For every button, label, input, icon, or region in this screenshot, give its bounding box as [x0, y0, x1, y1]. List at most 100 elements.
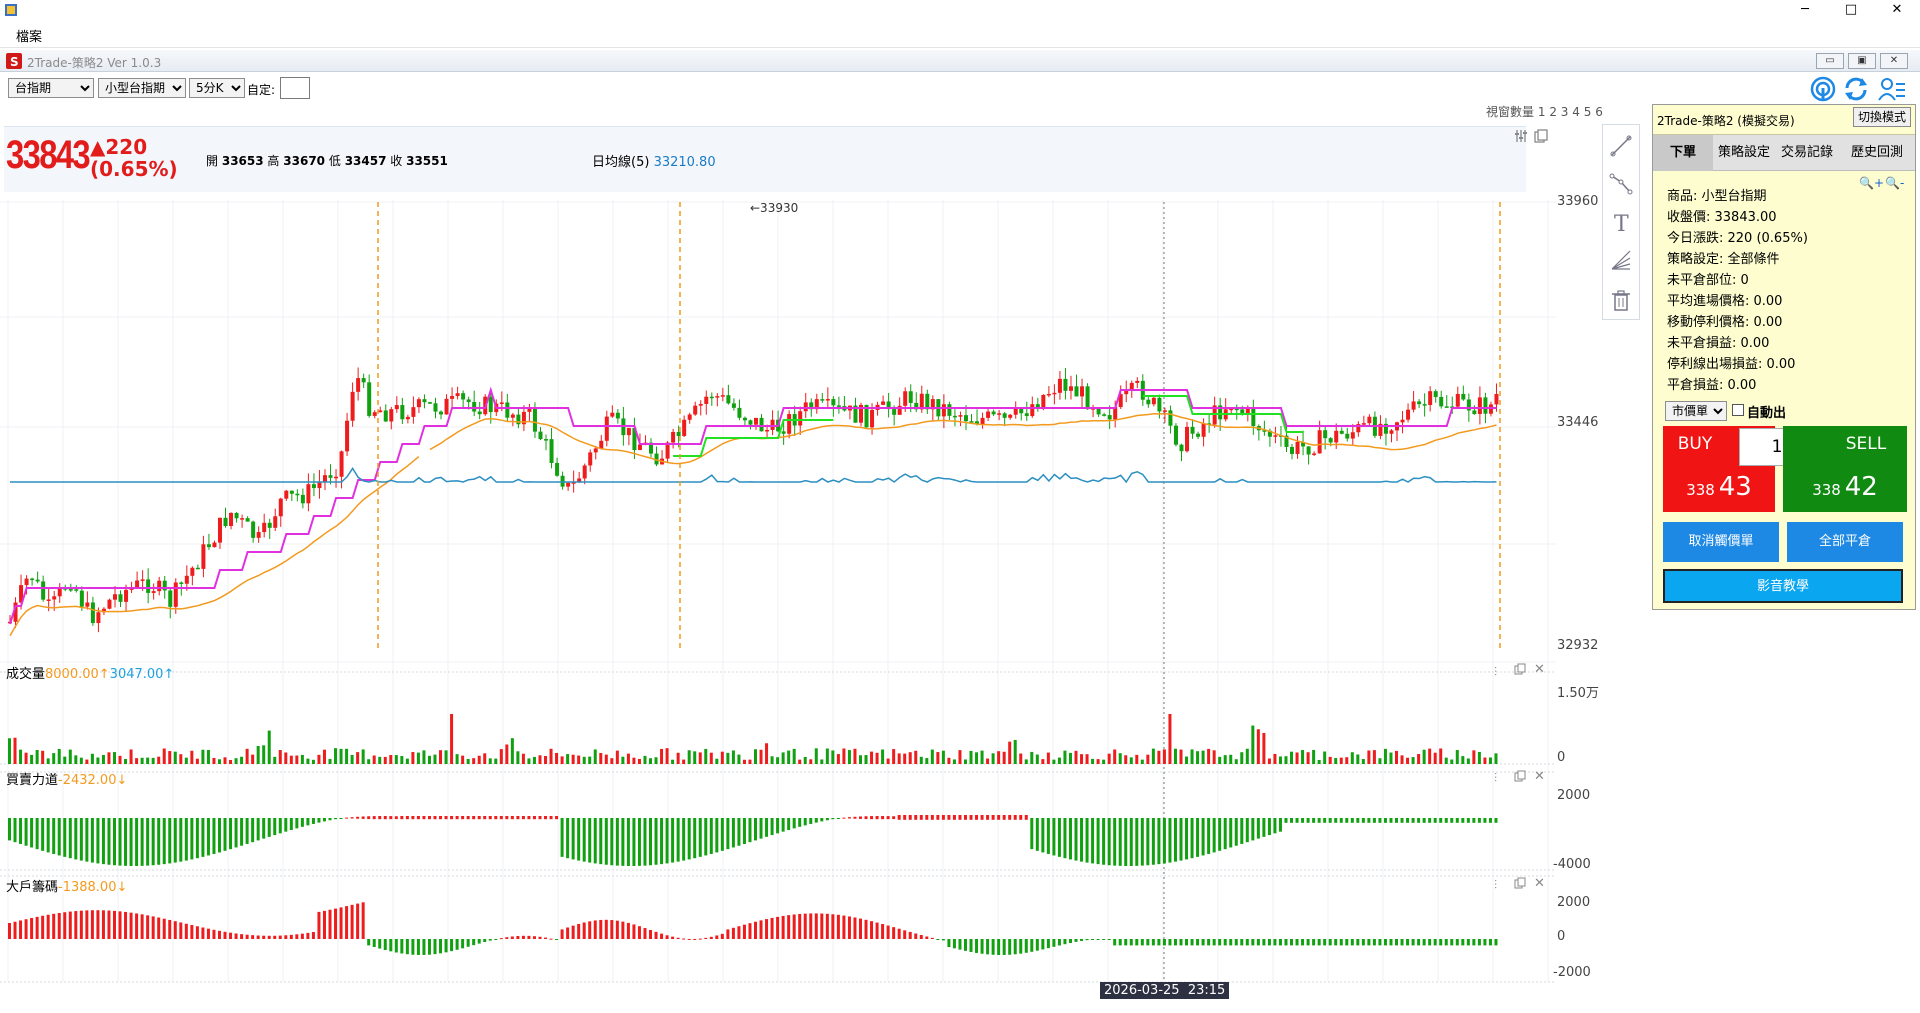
market-select[interactable]: 台指期	[8, 78, 94, 98]
minimize-button[interactable]: ─	[1801, 2, 1809, 17]
chips-bar	[969, 939, 973, 952]
quote-info-strip: 33843 ▲220 (0.65%) 開 33653 高 33670 低 334…	[4, 126, 1548, 192]
volume-copy-icon[interactable]	[1514, 663, 1526, 675]
volume-bar	[897, 753, 901, 764]
refresh-icon[interactable]	[1843, 76, 1869, 102]
text-tool-icon[interactable]: T	[1603, 204, 1639, 240]
tab-order[interactable]: 下單	[1653, 135, 1713, 171]
product-select[interactable]: 小型台指期	[98, 78, 186, 98]
maximize-button[interactable]: □	[1844, 2, 1858, 17]
volume-bar	[444, 750, 448, 764]
video-tutorial-button[interactable]: 影音教學	[1663, 569, 1903, 603]
volume-bar	[201, 749, 205, 764]
chips-bar	[112, 910, 116, 939]
candle-body	[1301, 441, 1306, 447]
candle-body	[858, 404, 863, 423]
volume-bar	[1196, 751, 1200, 764]
volume-bar	[671, 759, 675, 764]
candle-body	[1494, 394, 1499, 405]
force-bar	[461, 816, 465, 820]
ohlc-readout: 開 33653 高 33670 低 33457 收 33551	[206, 152, 448, 169]
peak-price-label: ←33930	[750, 201, 799, 215]
window-count-3[interactable]: 3	[1560, 105, 1569, 119]
force-bar	[709, 818, 713, 854]
order-type-select[interactable]: 市價單	[1665, 401, 1727, 421]
sell-button[interactable]: SELL 338 42	[1783, 426, 1907, 512]
candle-body	[1367, 416, 1372, 424]
force-bar	[742, 818, 746, 844]
chips-settings-icon[interactable]: ⫶	[1494, 878, 1498, 892]
fan-tool-icon[interactable]	[1603, 242, 1639, 278]
chart-copy-icon[interactable]	[1534, 129, 1548, 143]
force-bar	[1234, 818, 1238, 846]
chips-close-icon[interactable]: ✕	[1534, 876, 1545, 891]
child-close-button[interactable]: ✕	[1880, 53, 1908, 69]
trash-icon[interactable]	[1603, 282, 1639, 318]
chips-bar	[1494, 939, 1498, 946]
chips-bar	[693, 938, 697, 940]
chart-settings-icon[interactable]	[1514, 129, 1528, 143]
tab-backtest[interactable]: 歷史回測	[1850, 145, 1903, 160]
candle-body	[251, 521, 256, 538]
window-count-6[interactable]: 6	[1595, 105, 1603, 119]
volume-bar	[997, 751, 1001, 764]
chips-bar	[251, 935, 255, 939]
chips-copy-icon[interactable]	[1514, 877, 1526, 889]
force-bar	[1013, 815, 1017, 820]
window-count-1[interactable]: 1	[1537, 105, 1546, 119]
ma-label: 日均線(5)	[592, 155, 650, 170]
candle-body	[864, 404, 869, 428]
volume-settings-icon[interactable]: ⫶	[1494, 665, 1498, 679]
cancel-trigger-button[interactable]: 取消觸價單	[1663, 522, 1779, 562]
force-settings-icon[interactable]: ⫶	[1494, 771, 1498, 785]
volume-bar	[273, 756, 277, 764]
candle-body	[925, 393, 930, 410]
force-bar	[847, 817, 851, 819]
signal-icon[interactable]	[1810, 76, 1836, 102]
volume-bar	[1450, 759, 1454, 764]
tab-trade-records[interactable]: 交易記錄	[1780, 145, 1833, 160]
trendline-tool-icon[interactable]	[1603, 128, 1639, 164]
force-bar	[190, 818, 194, 860]
zoom-in-icon[interactable]: 🔍+	[1859, 176, 1884, 190]
custom-period-input[interactable]	[280, 77, 310, 99]
volume-bar	[1063, 750, 1067, 764]
menu-file[interactable]: 檔案	[16, 30, 43, 45]
force-bar	[952, 815, 956, 820]
user-list-icon[interactable]	[1878, 76, 1906, 102]
volume-bar	[615, 750, 619, 764]
force-bar	[731, 818, 735, 848]
window-count-4[interactable]: 4	[1572, 105, 1580, 119]
window-count-2[interactable]: 2	[1549, 105, 1557, 119]
candle-body	[1317, 430, 1322, 454]
auto-exit-checkbox[interactable]	[1732, 404, 1744, 416]
volume-pane-header: 成交量8000.00↑3047.00↑	[6, 663, 174, 682]
chips-bar	[1395, 939, 1399, 946]
volume-bar	[621, 756, 625, 764]
volume-bar	[146, 757, 150, 764]
period-select[interactable]: 5分K	[189, 78, 245, 98]
tab-strategy-settings[interactable]: 策略設定	[1717, 145, 1770, 160]
polyline-tool-icon[interactable]	[1603, 166, 1639, 202]
child-minimize-button[interactable]: ▭	[1816, 53, 1844, 69]
window-count-5[interactable]: 5	[1583, 105, 1592, 119]
force-copy-icon[interactable]	[1514, 770, 1526, 782]
child-restore-button[interactable]: ▣	[1848, 53, 1876, 69]
zoom-out-icon[interactable]: 🔍-	[1885, 176, 1905, 190]
volume-bar	[875, 752, 879, 764]
force-close-icon[interactable]: ✕	[1534, 769, 1545, 784]
chips-value: -1388.00↓	[58, 880, 128, 895]
force-bar	[345, 817, 349, 819]
chips-bar	[157, 917, 161, 939]
candle-body	[1477, 397, 1482, 415]
close-all-button[interactable]: 全部平倉	[1787, 522, 1903, 562]
candle-body	[1229, 408, 1234, 411]
force-bar	[1179, 818, 1183, 861]
volume-close-icon[interactable]: ✕	[1534, 662, 1545, 677]
close-button[interactable]: ✕	[1891, 2, 1903, 17]
price-chart-area[interactable]	[0, 192, 1602, 1012]
chips-bar	[676, 937, 680, 939]
candle-body	[24, 578, 29, 586]
switch-mode-button[interactable]: 切換模式	[1853, 107, 1911, 127]
force-bar	[245, 818, 249, 844]
